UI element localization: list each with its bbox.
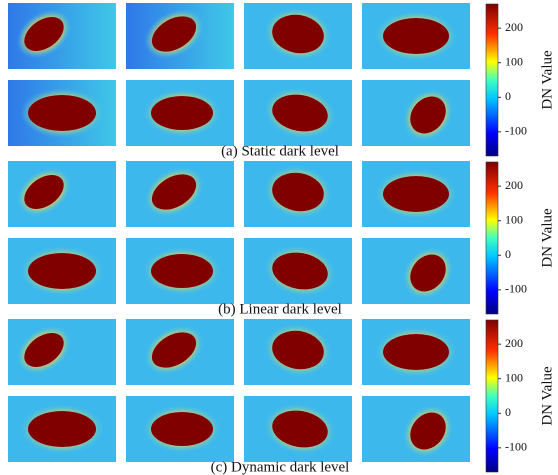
colorbar-tick-label: 0 — [505, 247, 511, 261]
colorbar-tick-label: 200 — [505, 20, 523, 34]
heatmap-image — [126, 238, 234, 304]
heatmap-image — [244, 161, 352, 227]
colorbar-tick-label: -100 — [505, 124, 527, 138]
heatmap-image — [8, 3, 116, 69]
colorbar-tick-label: 0 — [505, 89, 511, 103]
caption: (c) Dynamic dark level — [211, 459, 350, 475]
colorbar — [485, 319, 499, 473]
blob — [410, 96, 446, 134]
blob — [272, 410, 328, 448]
blob — [410, 412, 446, 450]
blob — [151, 254, 213, 288]
blob — [151, 174, 197, 210]
colorbar-label: DN Value — [539, 208, 555, 268]
blob — [151, 412, 213, 446]
blob — [24, 174, 64, 210]
heatmap-image — [244, 238, 352, 304]
heatmap-image — [8, 80, 116, 146]
colorbar-tick-label: 100 — [505, 212, 523, 226]
blob — [24, 16, 64, 52]
colorbar — [485, 161, 499, 315]
heatmap-image — [362, 80, 470, 146]
heatmap-image — [126, 319, 234, 385]
heatmap-image — [362, 396, 470, 462]
heatmap-image — [244, 3, 352, 69]
heatmap-image — [362, 319, 470, 385]
blob — [272, 94, 328, 132]
heatmap-image — [362, 161, 470, 227]
blob — [383, 18, 449, 54]
blob — [28, 95, 96, 131]
blob — [272, 172, 324, 212]
colorbar-tick-label: -100 — [505, 440, 527, 454]
heatmap-image — [126, 396, 234, 462]
colorbar-tick-label: 200 — [505, 178, 523, 192]
heatmap-image — [244, 80, 352, 146]
blob — [272, 330, 324, 370]
colorbar-tick-label: 100 — [505, 54, 523, 68]
heatmap-image — [126, 3, 234, 69]
colorbar-tick-label: 100 — [505, 370, 523, 384]
caption: (b) Linear dark level — [218, 301, 342, 317]
colorbar — [485, 3, 499, 157]
colorbar-label: DN Value — [539, 50, 555, 110]
blob — [151, 332, 197, 368]
caption: (a) Static dark level — [221, 143, 339, 159]
heatmap-image — [126, 80, 234, 146]
heatmap-image — [8, 238, 116, 304]
heatmap-image — [8, 396, 116, 462]
blob — [28, 253, 96, 289]
blob — [383, 334, 449, 370]
blob — [272, 14, 324, 54]
heatmap-image — [244, 319, 352, 385]
heatmap-image — [362, 238, 470, 304]
blob — [24, 332, 64, 368]
colorbar-tick-label: 0 — [505, 405, 511, 419]
heatmap-image — [8, 161, 116, 227]
heatmap-image — [8, 319, 116, 385]
heatmap-image — [126, 161, 234, 227]
colorbar-tick-label: 200 — [505, 336, 523, 350]
blob — [28, 411, 96, 447]
heatmap-image — [362, 3, 470, 69]
blob — [410, 254, 446, 292]
heatmap-image — [244, 396, 352, 462]
blob — [272, 252, 328, 290]
blob — [383, 176, 449, 212]
blob — [151, 96, 213, 130]
colorbar-tick-label: -100 — [505, 282, 527, 296]
colorbar-label: DN Value — [539, 366, 555, 426]
blob — [151, 16, 197, 52]
